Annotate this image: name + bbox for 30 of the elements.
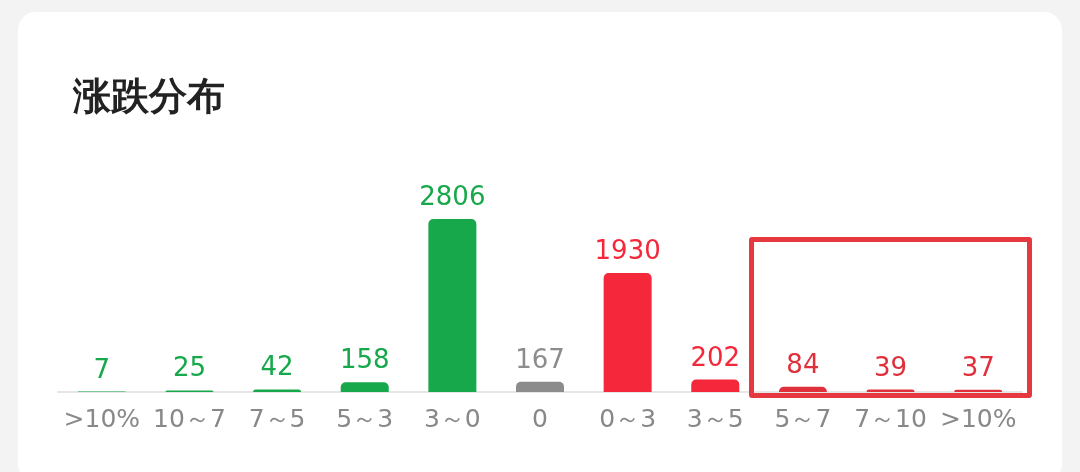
- x-tick-label: 0: [532, 404, 548, 433]
- data-label: 167: [515, 343, 565, 374]
- data-label: 1930: [594, 234, 661, 265]
- chart-title: 涨跌分布: [72, 74, 225, 118]
- x-tick-label: 5～3: [336, 404, 394, 433]
- bar: [691, 379, 740, 392]
- data-label: 84: [786, 348, 820, 379]
- bar: [603, 272, 652, 392]
- data-label: 202: [690, 341, 741, 372]
- data-label: 37: [961, 351, 995, 382]
- data-label: 42: [260, 351, 294, 382]
- data-label: 158: [339, 344, 390, 375]
- bar: [778, 386, 827, 392]
- x-tick-label: >10%: [939, 404, 1017, 433]
- bar: [340, 382, 389, 392]
- x-tick-label: 3～5: [686, 404, 744, 433]
- x-tick-label: 7～5: [248, 404, 306, 433]
- x-tick-label: 7～10: [854, 404, 927, 433]
- x-tick-label: >10%: [63, 404, 141, 433]
- bar: [253, 389, 302, 392]
- data-label: 2806: [419, 180, 486, 211]
- bar: [428, 218, 477, 392]
- data-label: 39: [874, 351, 908, 382]
- bar: [516, 381, 564, 392]
- x-tick-label: 0～3: [599, 404, 657, 433]
- x-tick-label: 10～7: [153, 404, 226, 433]
- x-tick-label: 3～0: [423, 404, 481, 433]
- x-tick-label: 5～7: [774, 404, 832, 433]
- data-label: 25: [172, 352, 206, 383]
- data-label: 7: [93, 353, 111, 384]
